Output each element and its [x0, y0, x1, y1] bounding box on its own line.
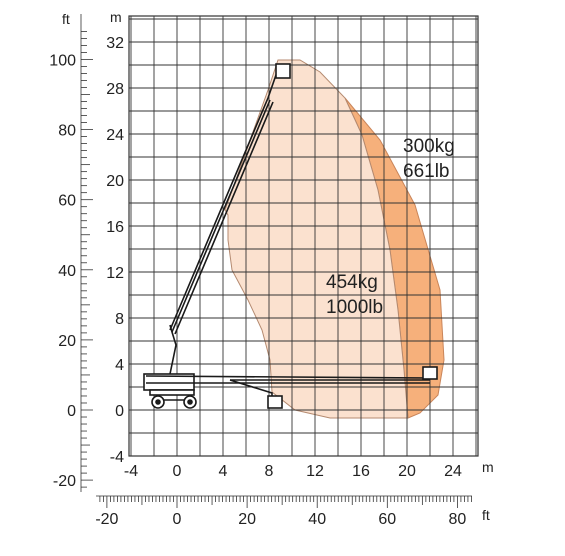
ft-unit-left: ft	[62, 11, 70, 27]
grid-border	[128, 15, 479, 457]
m-vertical-tick-label: 28	[106, 81, 124, 98]
m-vertical-tick-label: 0	[115, 403, 124, 420]
stowed-boom	[145, 375, 431, 384]
inner-zone-label-kg: 454kg	[326, 272, 378, 293]
ft-vertical-tick-label: 60	[58, 193, 76, 210]
chassis-base	[149, 389, 195, 396]
outreach-platform-basket	[422, 366, 438, 380]
m-vertical-tick-label: 32	[106, 35, 124, 52]
ft-horizontal-tick-label: 20	[238, 511, 256, 528]
m-unit-bottom: m	[482, 459, 494, 475]
m-horizontal-tick-label: 4	[219, 463, 228, 480]
ft-vertical-tick-label: 40	[58, 263, 76, 280]
m-vertical-tick-label: 16	[106, 219, 124, 236]
ft-vertical-tick-label: 0	[67, 403, 76, 420]
m-horizontal-tick-label: 8	[265, 463, 274, 480]
m-vertical-tick-label: 8	[115, 311, 124, 328]
m-horizontal-tick-label: 0	[173, 463, 182, 480]
m-vertical-tick-label: 12	[106, 265, 124, 282]
ft-horizontal-tick-label: -20	[95, 511, 118, 528]
raised-boom-upper	[169, 97, 274, 335]
outer-zone-label-kg: 300kg	[403, 136, 455, 157]
m-horizontal-tick-label: -4	[124, 463, 138, 480]
m-vertical-tick-label: 20	[106, 173, 124, 190]
ft-vertical-tick-label: -20	[53, 473, 76, 490]
m-horizontal-tick-label: 20	[398, 463, 416, 480]
ft-ruler-bottom	[96, 495, 472, 508]
ft-horizontal-tick-label: 40	[308, 511, 326, 528]
ft-unit-bottom: ft	[482, 507, 490, 523]
ft-vertical-tick-labels: 100 80 60 40 20 0 -20	[49, 52, 76, 490]
raised-platform-basket	[275, 63, 291, 79]
outer-zone-label-lb: 661lb	[403, 161, 450, 182]
ft-vertical-tick-label: 100	[49, 52, 76, 69]
ft-vertical-tick-label: 20	[58, 333, 76, 350]
stowed-platform-basket	[267, 395, 283, 409]
ft-horizontal-tick-label: 80	[449, 511, 467, 528]
ft-horizontal-tick-labels: -20 0 20 40 60 80	[95, 511, 466, 528]
inner-zone-454kg	[224, 59, 409, 419]
boom-lift-machine	[143, 63, 438, 409]
m-vertical-tick-label: 24	[106, 127, 124, 144]
ft-vertical-tick-label: 80	[58, 123, 76, 140]
m-horizontal-tick-labels: -4 0 4 8 12 16 20 24	[124, 463, 462, 480]
inner-zone-label-lb: 1000lb	[326, 297, 383, 318]
ft-horizontal-tick-label: 0	[173, 511, 182, 528]
m-unit-left: m	[110, 9, 122, 25]
m-horizontal-tick-label: 24	[444, 463, 462, 480]
m-horizontal-tick-label: 16	[352, 463, 370, 480]
m-vertical-tick-label: -4	[110, 449, 124, 466]
m-vertical-tick-labels: 32 28 24 20 16 12 8 4 0 -4	[106, 35, 124, 466]
m-horizontal-tick-label: 12	[306, 463, 324, 480]
ft-ruler-left	[80, 14, 93, 492]
m-vertical-tick-label: 4	[115, 357, 124, 374]
ft-horizontal-tick-label: 60	[378, 511, 396, 528]
